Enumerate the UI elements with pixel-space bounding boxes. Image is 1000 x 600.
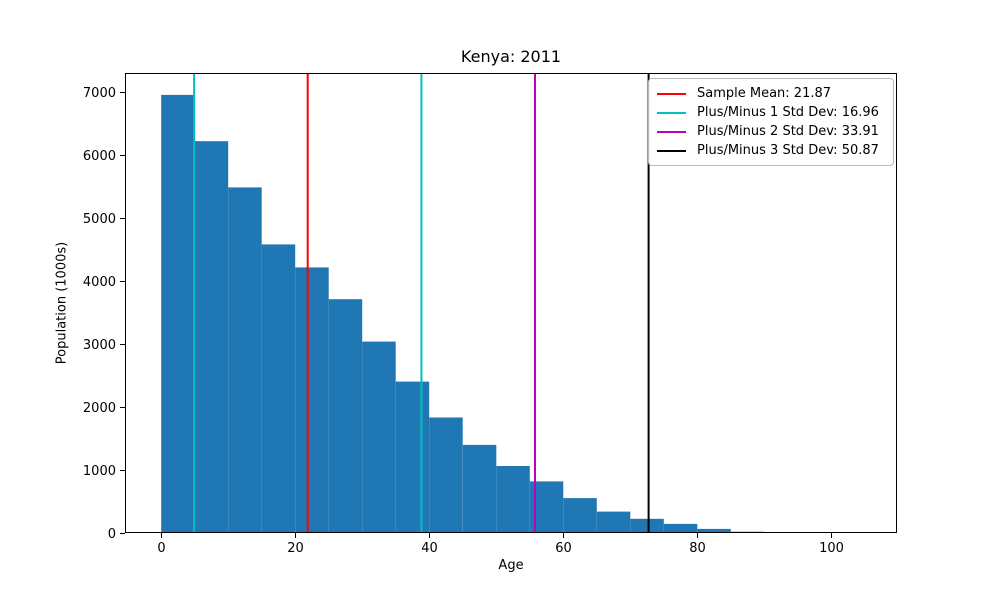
histogram-bar: [228, 187, 262, 533]
legend-item: Plus/Minus 2 Std Dev: 33.91: [655, 124, 885, 139]
y-tick-label: 5000: [83, 212, 116, 227]
histogram-bar: [697, 528, 731, 533]
chart-title: Kenya: 2011: [460, 47, 562, 66]
x-tick-label: 40: [421, 541, 438, 556]
y-tick-label: 1000: [83, 464, 116, 479]
y-tick-label: 2000: [83, 401, 116, 416]
x-tick-label: 100: [819, 541, 844, 556]
histogram-bar: [161, 94, 195, 534]
y-tick-label: 7000: [83, 86, 116, 101]
histogram-bar: [663, 523, 698, 533]
x-axis-label: Age: [498, 558, 524, 573]
legend-item: Sample Mean: 21.87: [655, 86, 885, 101]
histogram-bar: [194, 141, 229, 533]
histogram-bar: [429, 417, 463, 533]
legend-label: Sample Mean: 21.87: [697, 86, 832, 101]
x-tick-label: 20: [287, 541, 304, 556]
y-axis-label: Population (1000s): [54, 241, 70, 365]
x-tick-label: 60: [555, 541, 572, 556]
x-tick-label: 80: [689, 541, 706, 556]
histogram-bar: [496, 466, 530, 533]
histogram-bar: [328, 299, 363, 533]
histogram-bar: [395, 381, 430, 533]
axes-spines: [125, 73, 897, 533]
y-tick-label: 0: [108, 527, 116, 542]
y-tick-label: 4000: [83, 275, 116, 290]
histogram-bar: [563, 498, 597, 533]
histogram-bar: [630, 518, 664, 533]
legend-item: Plus/Minus 3 Std Dev: 50.87: [655, 143, 885, 158]
x-tick-label: 0: [157, 541, 165, 556]
legend-line-swatch: [657, 111, 686, 114]
legend-label: Plus/Minus 3 Std Dev: 50.87: [697, 143, 879, 158]
legend-line-swatch: [657, 149, 686, 152]
y-tick-label: 6000: [83, 149, 116, 164]
legend-label: Plus/Minus 1 Std Dev: 16.96: [697, 105, 879, 120]
legend-label: Plus/Minus 2 Std Dev: 33.91: [697, 124, 879, 139]
histogram-bar: [362, 341, 396, 533]
legend-box: Sample Mean: 21.87 Plus/Minus 1 Std Dev: …: [648, 78, 894, 166]
histogram-bar: [261, 244, 296, 533]
legend-line-swatch: [657, 130, 686, 133]
histogram-bar: [295, 267, 329, 533]
legend-line-swatch: [657, 92, 686, 95]
histogram-bar: [462, 444, 497, 533]
y-tick-label: 3000: [83, 338, 116, 353]
histogram-bar: [596, 511, 631, 533]
legend-item: Plus/Minus 1 Std Dev: 16.96: [655, 105, 885, 120]
